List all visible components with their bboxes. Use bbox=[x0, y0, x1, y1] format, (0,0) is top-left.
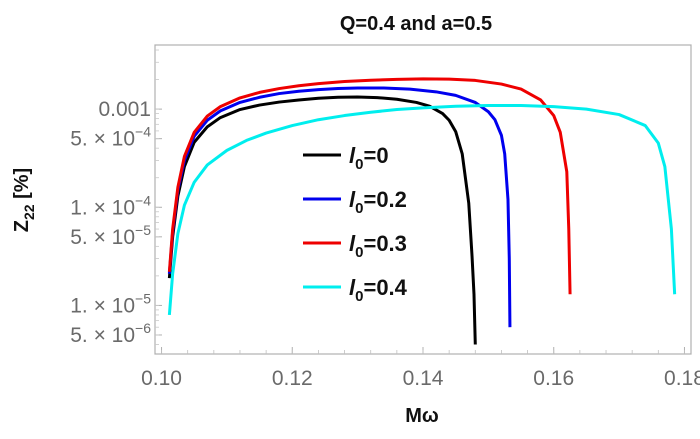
legend-value: =0 bbox=[363, 143, 388, 168]
legend-label-0: l0=0 bbox=[349, 143, 389, 173]
y-tick-mantissa: 1. × 10 bbox=[70, 294, 135, 317]
y-axis-label-suffix: [%] bbox=[11, 168, 33, 205]
x-tick-label: 0.16 bbox=[533, 367, 574, 390]
series-line-0 bbox=[167, 95, 477, 345]
y-tick-label: 1. × 10−5 bbox=[70, 290, 151, 317]
x-tick-label: 0.12 bbox=[272, 367, 313, 390]
legend-label-3: l0=0.4 bbox=[349, 275, 408, 305]
y-axis-label-main: Z bbox=[11, 220, 33, 232]
x-axis-label: Mω bbox=[405, 405, 439, 427]
legend-symbol: l bbox=[349, 143, 356, 168]
y-tick-label: 5. × 10−6 bbox=[70, 320, 151, 347]
series-layer bbox=[167, 77, 677, 345]
x-tick-label: 0.18 bbox=[664, 367, 700, 390]
y-tick-label: 5. × 10−5 bbox=[70, 222, 151, 249]
legend-value: =0.3 bbox=[363, 231, 406, 256]
legend-subscript: 0 bbox=[355, 244, 363, 261]
y-tick-label: 0.001 bbox=[98, 98, 151, 121]
y-tick-label: 5. × 10−4 bbox=[70, 124, 151, 151]
series-line-1 bbox=[167, 86, 512, 328]
y-tick-exponent: −4 bbox=[135, 124, 151, 140]
y-tick-exponent: −5 bbox=[135, 290, 151, 306]
legend-symbol: l bbox=[349, 275, 356, 300]
series-line-3 bbox=[167, 103, 677, 316]
y-axis-label: Z22 [%] bbox=[11, 168, 37, 232]
legend-label-1: l0=0.2 bbox=[349, 187, 407, 217]
legend: l0=0l0=0.2l0=0.3l0=0.4 bbox=[303, 143, 408, 305]
series-line-2 bbox=[167, 77, 572, 295]
y-tick-mantissa: 0.001 bbox=[98, 98, 151, 121]
legend-symbol: l bbox=[349, 231, 356, 256]
y-tick-exponent: −5 bbox=[135, 222, 151, 238]
y-tick-mantissa: 1. × 10 bbox=[70, 196, 135, 219]
y-tick-mantissa: 5. × 10 bbox=[70, 128, 135, 151]
x-axis-ticks: 0.10 0.12 0.14 0.16 0.18 bbox=[141, 347, 700, 390]
x-tick-label: 0.14 bbox=[403, 367, 444, 390]
x-tick-label: 0.10 bbox=[141, 367, 182, 390]
legend-subscript: 0 bbox=[355, 156, 363, 173]
y-tick-exponent: −6 bbox=[135, 320, 151, 336]
legend-label-2: l0=0.3 bbox=[349, 231, 407, 261]
y-tick-mantissa: 5. × 10 bbox=[70, 324, 135, 347]
legend-subscript: 0 bbox=[355, 288, 363, 305]
y-tick-label: 1. × 10−4 bbox=[70, 192, 151, 219]
y-axis-label-sub: 22 bbox=[21, 204, 37, 220]
legend-subscript: 0 bbox=[355, 200, 363, 217]
legend-value: =0.4 bbox=[363, 275, 407, 300]
y-tick-exponent: −4 bbox=[135, 192, 151, 208]
legend-value: =0.2 bbox=[363, 187, 406, 212]
legend-symbol: l bbox=[349, 187, 356, 212]
chart-title: Q=0.4 and a=0.5 bbox=[340, 13, 492, 35]
y-tick-mantissa: 5. × 10 bbox=[70, 226, 135, 249]
